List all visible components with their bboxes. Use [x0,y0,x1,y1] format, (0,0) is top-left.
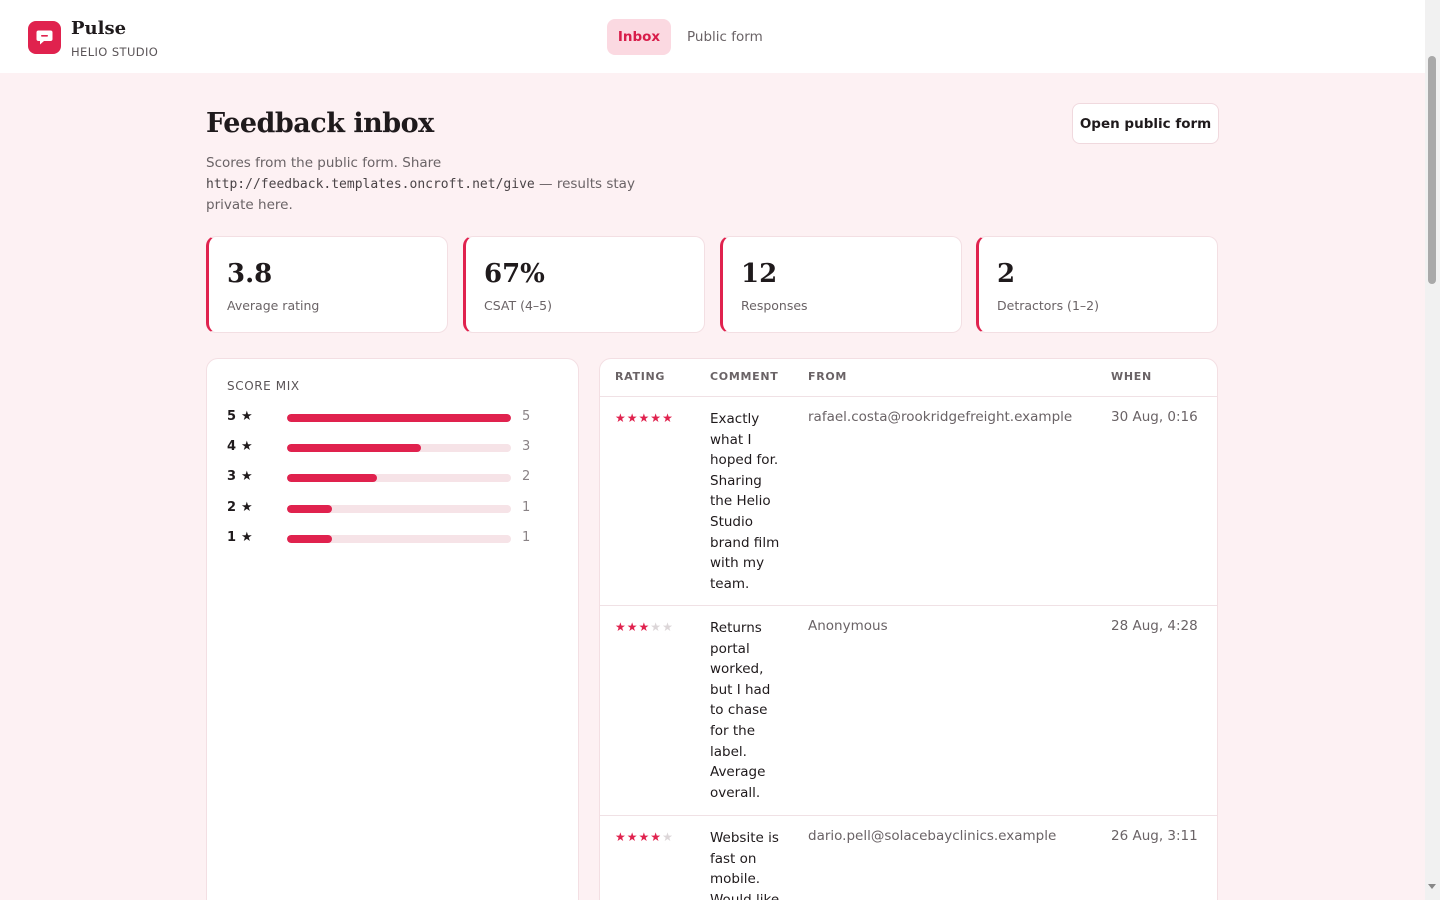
when-timestamp: 30 Aug, 0:16 [1111,409,1198,425]
score-bar-fill [287,535,332,543]
stat-value: 67% [484,259,545,289]
score-bar-fill [287,414,511,422]
brand-name: Pulse [71,18,127,39]
row-divider [600,605,1217,606]
star-filled-icon: ★ [638,830,651,844]
stat-label: Average rating [227,298,320,313]
comment-text: Returns portal worked, but I had to chas… [710,620,771,801]
public-form-url: http://feedback.templates.oncroft.net/gi… [206,176,535,192]
column-header-comment[interactable]: COMMENT [710,370,779,383]
open-public-form-button[interactable]: Open public form [1072,103,1219,144]
star-filled-icon: ★ [626,411,639,425]
score-row-3: 3 ★ 2 [227,469,557,489]
score-bar-track [287,535,511,543]
pulse-logo-icon [28,21,61,54]
from-email: rafael.costa@rookridgefreight.example [808,409,1073,425]
page-title: Feedback inbox [206,108,434,139]
column-header-rating[interactable]: RATING [615,370,666,383]
score-label: 5 [227,409,237,424]
row-divider [600,815,1217,816]
score-bar-track [287,474,511,482]
rating-stars: ★★★★★ [615,830,674,844]
description-prefix: Scores from the public form. Share [206,155,442,171]
score-bar-track [287,414,511,422]
score-count: 1 [522,530,531,545]
score-label: 3 [227,469,237,484]
scroll-down-arrow-icon[interactable] [1428,884,1436,889]
column-header-from[interactable]: FROM [808,370,848,383]
score-mix-title: SCORE MIX [227,379,300,393]
score-bar-fill [287,444,422,452]
tab-inbox[interactable]: Inbox [607,19,671,55]
scrollbar-thumb[interactable] [1428,56,1436,284]
score-count: 2 [522,469,531,484]
score-row-2: 2 ★ 1 [227,500,557,520]
stat-label: CSAT (4–5) [484,298,552,313]
star-filled-icon: ★ [650,830,663,844]
from-name: Anonymous [808,618,888,634]
stat-card-average-rating: 3.8 Average rating [206,236,448,333]
star-icon: ★ [241,500,253,515]
rating-stars: ★★★★★ [615,411,674,425]
score-row-1: 1 ★ 1 [227,530,557,550]
when-timestamp: 26 Aug, 3:11 [1111,828,1198,844]
table-row[interactable]: ★★★★★ Exactly what I hoped for. Sharing … [600,397,1217,606]
comment-text: Exactly what I hoped for. Sharing the He… [710,411,780,592]
score-bar-fill [287,474,377,482]
star-filled-icon: ★ [662,411,674,425]
star-filled-icon: ★ [626,830,639,844]
from-email: dario.pell@solacebayclinics.example [808,828,1057,844]
score-label: 1 [227,530,237,545]
top-navigation-bar: Pulse HELIO STUDIO Inbox Public form [0,0,1425,73]
column-header-when[interactable]: WHEN [1111,370,1152,383]
score-row-4: 4 ★ 3 [227,439,557,459]
star-filled-icon: ★ [638,620,651,634]
star-empty-icon: ★ [662,620,674,634]
star-empty-icon: ★ [650,620,663,634]
star-icon: ★ [241,469,253,484]
table-row[interactable]: ★★★★★ Website is fast on mobile. Would l… [600,816,1217,900]
star-filled-icon: ★ [650,411,663,425]
score-label: 2 [227,500,237,515]
score-bar-track [287,444,511,452]
table-row[interactable]: ★★★★★ Returns portal worked, but I had t… [600,606,1217,816]
star-filled-icon: ★ [638,411,651,425]
stat-label: Detractors (1–2) [997,298,1099,313]
star-filled-icon: ★ [615,411,627,425]
star-icon: ★ [241,409,253,424]
score-bar-track [287,505,511,513]
score-count: 3 [522,439,531,454]
feedback-table: RATING COMMENT FROM WHEN ★★★★★ Exactly w… [599,358,1218,900]
tab-public-form[interactable]: Public form [687,29,763,45]
description-suffix: — results stay private here. [206,175,635,214]
star-filled-icon: ★ [615,830,627,844]
score-count: 5 [522,409,531,424]
stat-value: 12 [741,259,778,289]
star-filled-icon: ★ [626,620,639,634]
stat-card-csat: 67% CSAT (4–5) [463,236,705,333]
comment-text: Website is fast on mobile. Would like [710,830,780,900]
star-filled-icon: ★ [615,620,627,634]
brand-subtitle: HELIO STUDIO [71,45,159,59]
page-description: Scores from the public form. Share http:… [206,153,666,216]
star-icon: ★ [241,439,253,454]
stat-card-responses: 12 Responses [720,236,962,333]
score-bar-fill [287,505,332,513]
stat-value: 3.8 [227,259,273,289]
star-empty-icon: ★ [662,830,674,844]
score-row-5: 5 ★ 5 [227,409,557,429]
score-count: 1 [522,500,531,515]
rating-stars: ★★★★★ [615,620,674,634]
score-label: 4 [227,439,237,454]
stat-label: Responses [741,298,808,313]
stat-value: 2 [997,259,1016,289]
header-divider [600,396,1217,397]
stat-card-detractors: 2 Detractors (1–2) [976,236,1218,333]
star-icon: ★ [241,530,253,545]
score-mix-panel: SCORE MIX 5 ★ 5 4 ★ 3 3 ★ 2 2 ★ 1 1 ★ 1 [206,358,579,900]
when-timestamp: 28 Aug, 4:28 [1111,618,1198,634]
